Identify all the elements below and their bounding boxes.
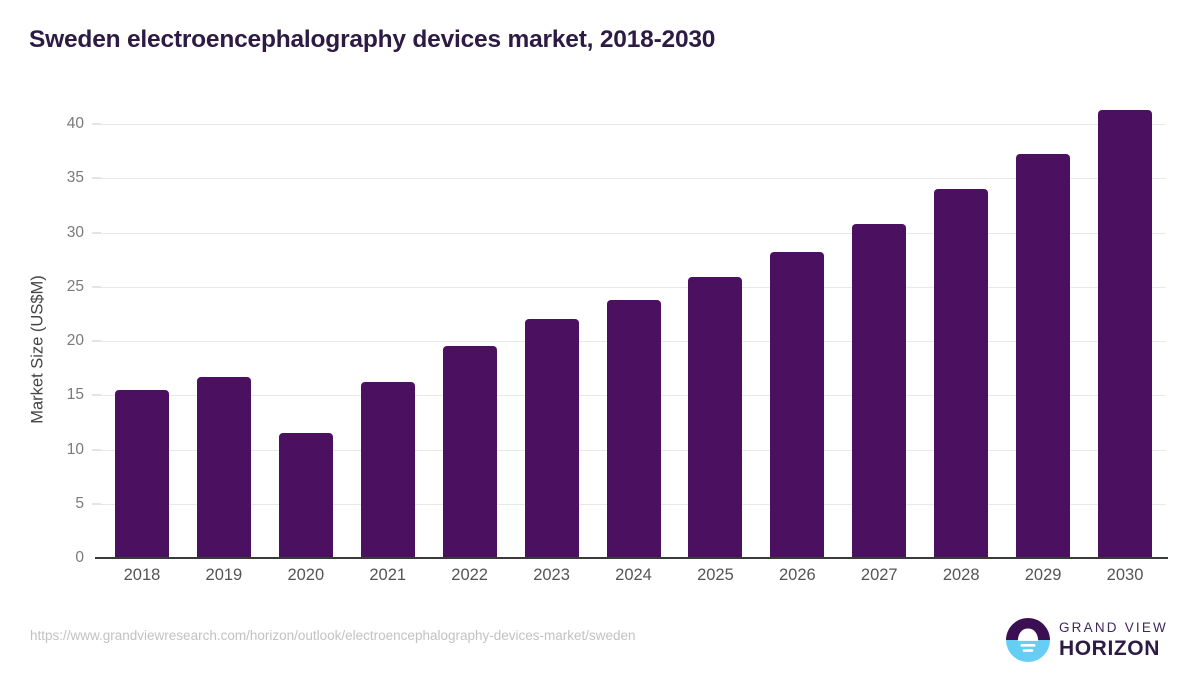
bar[interactable] — [278, 433, 333, 558]
logo-line-2: HORIZON — [1058, 636, 1161, 660]
y-tick-label: 25 — [66, 277, 84, 295]
y-tick-mark — [92, 394, 101, 396]
x-tick-label: 2030 — [1106, 566, 1144, 584]
x-tick-label: 2019 — [205, 566, 243, 584]
y-tick-label: 35 — [66, 169, 84, 187]
x-tick-label: 2020 — [287, 566, 325, 584]
logo-wordmark: GRAND VIEW HORIZON — [1059, 621, 1168, 659]
y-tick-label: 40 — [66, 115, 84, 132]
x-tick-label: 2021 — [369, 566, 407, 584]
bar[interactable] — [442, 346, 497, 558]
x-tick-label: 2026 — [778, 566, 816, 584]
bar[interactable] — [606, 299, 661, 558]
x-tick-label: 2025 — [697, 566, 734, 584]
horizon-logo-icon — [1005, 618, 1050, 662]
y-tick-mark — [92, 232, 101, 233]
bar[interactable] — [1098, 109, 1153, 558]
y-tick-mark — [92, 286, 101, 288]
bar[interactable] — [852, 223, 907, 558]
gridline — [101, 286, 1166, 288]
y-tick-label: 0 — [75, 549, 84, 566]
gridline — [101, 124, 1166, 125]
y-tick-mark — [92, 177, 101, 179]
x-tick-label: 2027 — [860, 566, 898, 584]
logo-line-1: GRAND VIEW — [1058, 620, 1168, 636]
bar[interactable] — [770, 252, 825, 558]
plot-area — [101, 109, 1166, 558]
y-tick-mark — [92, 340, 101, 342]
bar[interactable] — [688, 277, 743, 558]
bar[interactable] — [360, 382, 415, 558]
y-tick-mark — [92, 503, 101, 505]
y-tick-label: 5 — [75, 494, 84, 512]
y-tick-mark — [92, 449, 101, 450]
x-tick-label: 2028 — [942, 566, 980, 584]
bar[interactable] — [196, 376, 251, 558]
bar[interactable] — [934, 189, 989, 558]
bar[interactable] — [524, 319, 579, 558]
brand-logo[interactable]: GRAND VIEW HORIZON — [1005, 618, 1168, 662]
page-title: Sweden electroencephalography devices ma… — [29, 26, 716, 53]
y-tick-label: 30 — [66, 223, 84, 241]
gridline — [101, 232, 1166, 234]
x-tick-label: 2029 — [1024, 566, 1062, 584]
bar[interactable] — [1016, 154, 1071, 558]
y-tick-label: 20 — [66, 332, 84, 349]
x-tick-label: 2024 — [615, 566, 652, 584]
y-tick-label: 15 — [66, 386, 84, 404]
y-tick-mark — [92, 123, 101, 125]
x-tick-label: 2022 — [451, 566, 488, 584]
source-url[interactable]: https://www.grandviewresearch.com/horizo… — [30, 628, 636, 643]
gridline — [101, 178, 1166, 180]
y-tick-label: 10 — [66, 440, 84, 458]
x-tick-label: 2018 — [123, 566, 161, 584]
x-tick-label: 2023 — [533, 566, 570, 584]
x-axis-line — [95, 557, 1168, 559]
bar[interactable] — [114, 389, 169, 558]
